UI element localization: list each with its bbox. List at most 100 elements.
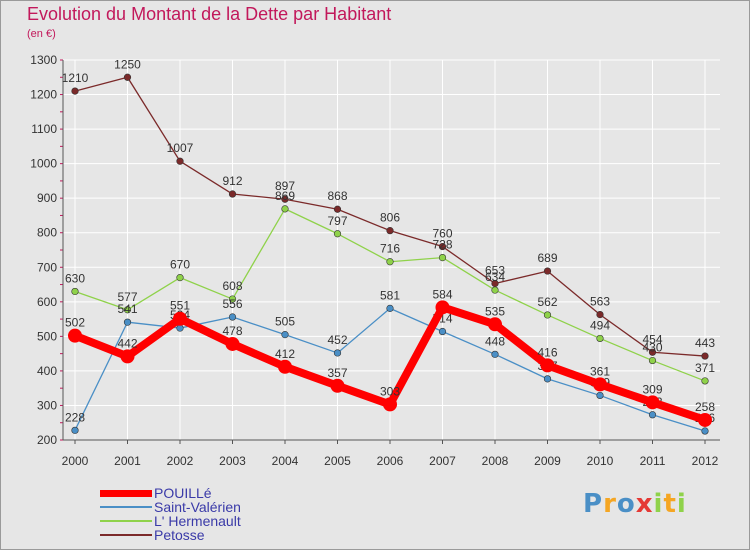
data-label-pouill-: 416	[537, 345, 557, 359]
data-label-pouill-: 303	[380, 384, 400, 398]
data-label-petosse: 689	[537, 251, 557, 265]
x-tick-label: 2007	[429, 454, 456, 468]
data-label-saint-val-rien: 505	[275, 315, 295, 329]
logo-letter: P	[583, 489, 604, 519]
legend-swatch	[100, 520, 152, 522]
x-tick-label: 2003	[219, 454, 246, 468]
data-label-pouill-: 535	[485, 304, 505, 318]
data-label-petosse: 806	[380, 211, 400, 225]
data-label-petosse: 897	[275, 179, 295, 193]
logo-letter: r	[603, 489, 617, 519]
data-label-petosse: 1210	[62, 71, 89, 85]
y-tick-label: 1000	[30, 157, 57, 171]
legend-label: POUILLé	[154, 485, 212, 501]
proxiti-logo: Proxiti	[583, 489, 687, 519]
data-label-l-hermenault: 728	[432, 238, 452, 252]
data-point-l-hermenault	[333, 230, 342, 238]
data-label-saint-val-rien: 541	[117, 302, 137, 316]
data-point-petosse	[176, 157, 184, 165]
data-label-petosse: 563	[590, 295, 610, 309]
data-point-l-hermenault	[543, 311, 552, 319]
data-label-petosse: 760	[432, 227, 452, 241]
data-label-l-hermenault: 577	[117, 290, 137, 304]
data-point-l-hermenault	[123, 306, 132, 314]
data-label-saint-val-rien: 448	[485, 334, 505, 348]
data-label-l-hermenault: 630	[65, 271, 85, 285]
data-point-saint-val-rien	[648, 411, 657, 419]
data-label-pouill-: 442	[117, 336, 137, 350]
logo-letter: x	[635, 489, 654, 519]
data-point-l-hermenault	[281, 205, 289, 213]
data-point-l-hermenault	[701, 377, 709, 385]
data-point-saint-val-rien	[71, 426, 79, 434]
data-label-saint-val-rien: 452	[327, 333, 347, 347]
x-tick-label: 2002	[167, 454, 194, 468]
data-label-l-hermenault: 797	[327, 214, 347, 228]
data-label-saint-val-rien: 228	[65, 410, 85, 424]
data-point-saint-val-rien	[333, 349, 342, 357]
data-point-petosse	[543, 267, 552, 275]
x-tick-label: 2011	[640, 454, 666, 468]
data-point-petosse	[596, 311, 604, 319]
data-label-l-hermenault: 716	[380, 242, 400, 256]
y-tick-label: 1100	[31, 122, 57, 136]
data-point-saint-val-rien	[701, 427, 709, 435]
data-point-petosse	[71, 87, 79, 95]
data-label-petosse: 443	[695, 336, 715, 350]
x-tick-label: 2009	[534, 454, 561, 468]
data-label-pouill-: 258	[695, 400, 715, 414]
data-point-saint-val-rien	[543, 375, 552, 383]
y-tick-label: 800	[37, 226, 57, 240]
y-tick-label: 600	[37, 295, 57, 309]
data-point-pouill-	[698, 412, 712, 427]
data-label-pouill-: 478	[222, 324, 242, 338]
data-point-pouill-	[540, 358, 555, 373]
data-point-petosse	[648, 348, 657, 356]
data-point-pouill-	[278, 359, 292, 374]
legend-swatch	[100, 534, 152, 536]
data-point-l-hermenault	[176, 274, 184, 282]
data-label-l-hermenault: 670	[170, 258, 190, 272]
data-label-petosse: 912	[222, 174, 242, 188]
legend-label: L' Hermenault	[154, 513, 241, 529]
data-label-l-hermenault: 634	[485, 270, 505, 284]
data-point-pouill-	[488, 317, 502, 332]
y-tick-label: 900	[37, 191, 57, 205]
x-tick-label: 2006	[377, 454, 404, 468]
data-point-saint-val-rien	[438, 327, 447, 336]
data-label-pouill-: 357	[327, 366, 347, 380]
data-label-l-hermenault: 430	[642, 341, 662, 355]
data-label-l-hermenault: 562	[537, 295, 557, 309]
data-point-saint-val-rien	[123, 318, 132, 326]
data-label-l-hermenault: 494	[590, 318, 610, 332]
chart-title: Evolution du Montant de la Dette par Hab…	[27, 4, 392, 24]
data-label-pouill-: 502	[65, 316, 85, 330]
x-tick-label: 2001	[114, 454, 141, 468]
x-tick-label: 2004	[272, 454, 299, 468]
x-tick-label: 2000	[62, 454, 89, 468]
data-label-petosse: 868	[327, 189, 347, 203]
data-point-pouill-	[435, 300, 450, 315]
data-point-pouill-	[68, 328, 82, 343]
data-label-pouill-: 361	[590, 364, 610, 378]
data-point-petosse	[438, 242, 447, 251]
data-point-pouill-	[383, 397, 397, 412]
data-point-l-hermenault	[596, 334, 604, 343]
data-point-saint-val-rien	[491, 350, 499, 358]
y-tick-label: 1300	[30, 53, 57, 67]
data-point-petosse	[228, 190, 237, 198]
x-tick-label: 2010	[587, 454, 614, 468]
y-tick-label: 200	[37, 433, 57, 447]
chart-subtitle: (en €)	[27, 28, 56, 40]
logo-letter: o	[616, 489, 636, 519]
y-tick-label: 300	[37, 398, 57, 412]
data-point-pouill-	[120, 349, 135, 364]
data-label-pouill-: 412	[275, 347, 295, 361]
data-point-saint-val-rien	[228, 313, 237, 321]
data-point-l-hermenault	[71, 287, 79, 296]
plot-area	[63, 60, 720, 440]
data-label-petosse: 1007	[167, 141, 194, 155]
data-point-saint-val-rien	[596, 391, 604, 400]
data-point-petosse	[386, 227, 394, 235]
